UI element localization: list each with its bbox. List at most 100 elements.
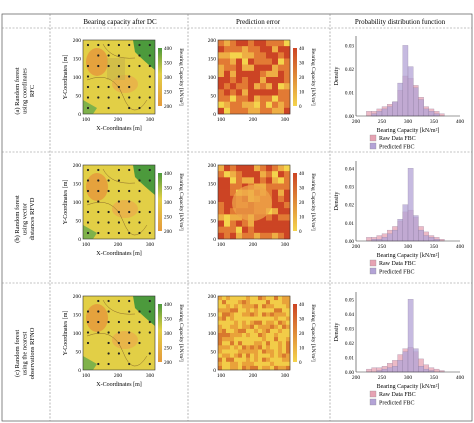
error-cell	[278, 58, 285, 65]
histogram-bar-predicted	[423, 368, 429, 373]
hist-x-tick-label: 250	[378, 375, 387, 381]
error-cell	[286, 300, 291, 305]
error-cell	[278, 183, 285, 190]
histogram-bar-predicted	[407, 299, 414, 373]
error-colorbar-label: Bearing Capacity [kN/m²]	[310, 48, 316, 106]
observation-point	[117, 221, 120, 224]
error-cell	[258, 357, 263, 362]
observation-point	[148, 75, 151, 78]
error-cell	[224, 189, 231, 197]
error-cell	[266, 46, 273, 53]
error-cell	[242, 232, 249, 240]
error-cell	[282, 300, 287, 305]
observation-point	[117, 231, 120, 235]
error-low-region	[232, 185, 272, 221]
error-cell	[218, 52, 225, 59]
error-cell	[254, 52, 261, 59]
error-cell	[230, 52, 237, 59]
error-cell	[222, 349, 227, 354]
hist-x-axis-label: Bearing Capacity [kN/m²]	[377, 384, 440, 390]
error-cell	[218, 107, 225, 115]
observation-point	[97, 96, 100, 99]
legend-label-raw: Raw Data FBC	[379, 136, 416, 142]
error-cell	[266, 52, 273, 59]
error-cell	[226, 361, 231, 367]
error-cell	[272, 171, 279, 178]
error-cell	[230, 40, 237, 47]
error-cell	[274, 296, 279, 301]
error-cell	[250, 337, 255, 342]
error-cell	[230, 220, 237, 227]
error-cell	[266, 89, 273, 96]
error-y-tick-label: 0	[213, 112, 216, 118]
map-colorbar-tick: 200	[164, 229, 172, 235]
error-cell	[250, 349, 255, 354]
observation-point	[128, 299, 131, 303]
observation-point	[97, 210, 100, 214]
error-cell	[274, 349, 279, 354]
error-cell	[278, 345, 283, 350]
error-cell	[248, 232, 255, 240]
error-cell	[226, 357, 231, 362]
observation-point	[117, 189, 120, 193]
error-cell	[246, 341, 251, 346]
error-cell	[242, 308, 247, 313]
error-cell	[258, 296, 263, 301]
error-cell	[284, 183, 291, 190]
error-cell	[272, 232, 279, 240]
error-cell	[282, 304, 287, 309]
error-cell	[266, 316, 271, 321]
error-cell	[230, 308, 235, 313]
error-cell	[270, 353, 275, 358]
observation-point	[138, 221, 141, 224]
error-cell	[224, 171, 231, 178]
hist-y-axis-label: Density	[334, 67, 340, 86]
error-cell	[262, 337, 267, 342]
map-y-tick-label: 0	[78, 368, 81, 374]
error-cell	[260, 64, 267, 72]
error-cell	[278, 214, 285, 221]
error-cell	[284, 52, 291, 59]
error-cell	[246, 324, 251, 330]
error-cell	[222, 320, 227, 325]
error-cell	[270, 308, 275, 313]
error-cell	[284, 95, 291, 102]
error-cell	[250, 316, 255, 321]
map-contour-zone	[107, 58, 125, 80]
error-cell	[218, 220, 225, 227]
error-cell	[250, 304, 255, 309]
error-cell	[222, 312, 227, 317]
error-cell	[258, 337, 263, 342]
map-low-capacity-zone	[112, 331, 138, 349]
error-cell	[236, 107, 243, 115]
error-cell	[230, 101, 237, 109]
error-cell	[236, 40, 243, 47]
error-cell	[248, 58, 255, 65]
histogram-bar-predicted	[381, 368, 388, 373]
map-x-axis-label: X-Coordinates [m]	[96, 251, 142, 257]
error-cell	[236, 46, 243, 53]
hist-y-tick-label: 0.04	[345, 312, 354, 318]
error-cell	[230, 320, 235, 325]
error-cell	[274, 308, 279, 313]
map-y-tick-label: 100	[73, 200, 82, 206]
column-header-bearing-capacity: Bearing capacity after DC	[83, 18, 157, 26]
error-colorbar-tick: 40	[299, 302, 305, 308]
hist-y-tick-label: 0.02	[345, 67, 354, 73]
error-cell	[260, 52, 267, 59]
error-cell	[286, 328, 291, 334]
error-cell	[242, 52, 249, 59]
map-mid-zone	[83, 225, 97, 239]
row-label: (a) Random forestusing coordinatesRFC	[14, 67, 36, 114]
error-cell	[254, 296, 259, 301]
error-cell	[236, 89, 243, 96]
observation-point	[86, 179, 90, 182]
error-cell	[218, 171, 225, 178]
error-cell	[260, 107, 267, 115]
error-cell	[226, 300, 231, 305]
error-cell	[230, 341, 235, 346]
error-cell	[238, 333, 243, 338]
hist-x-tick-label: 350	[430, 375, 439, 381]
observation-point	[128, 352, 131, 355]
